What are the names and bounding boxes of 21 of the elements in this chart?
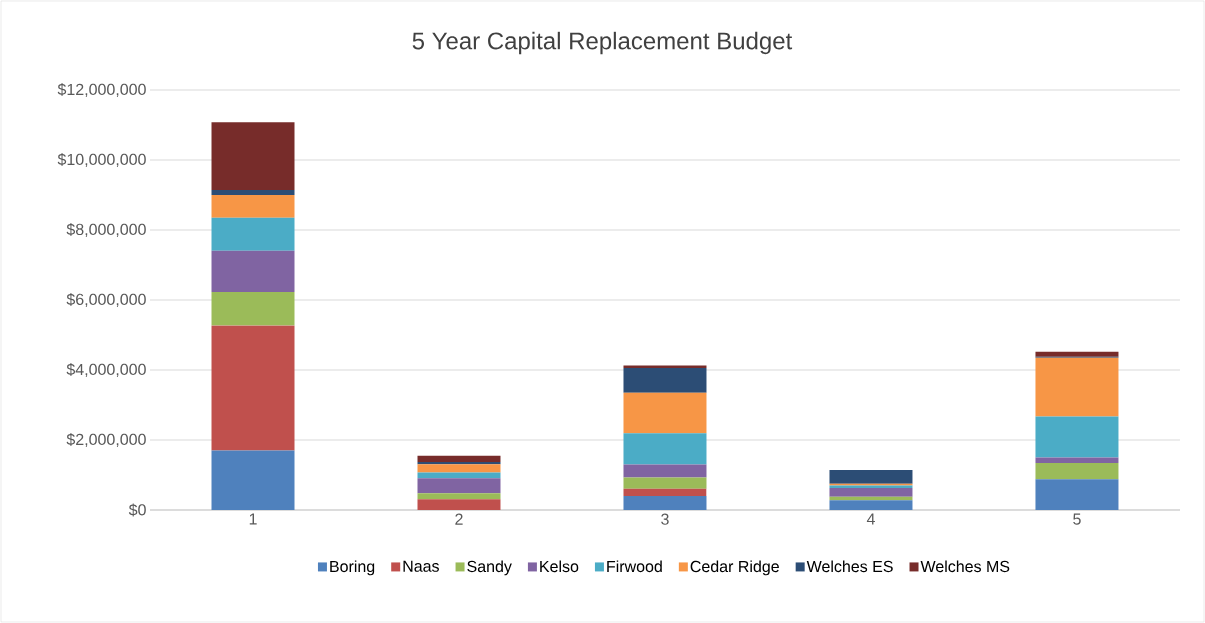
legend-label: Welches ES xyxy=(806,560,893,573)
x-tick-label: 3 xyxy=(661,513,669,525)
x-tick-label: 1 xyxy=(249,513,257,525)
x-tick-label: 2 xyxy=(455,513,463,525)
y-tick-label: $0 xyxy=(128,503,146,517)
legend-label: Sandy xyxy=(467,560,512,576)
legend-label: Cedar Ridge xyxy=(690,560,779,576)
x-tick-label: 5 xyxy=(1073,513,1081,525)
legend-label: Welches MS xyxy=(920,560,1010,573)
legend-label: Kelso xyxy=(540,560,579,573)
legend-label: Boring xyxy=(330,560,375,576)
legend-label: Firwood xyxy=(607,560,662,573)
legend-label: Naas xyxy=(403,560,439,572)
y-tick-label: $4,000,000 xyxy=(66,363,146,377)
y-tick-label: $2,000,000 xyxy=(66,433,146,447)
y-tick-label: $6,000,000 xyxy=(66,293,146,307)
x-tick-label: 4 xyxy=(866,513,875,525)
y-tick-label: $10,000,000 xyxy=(57,153,146,167)
y-tick-label: $12,000,000 xyxy=(57,83,146,97)
chart-title: 5 Year Capital Replacement Budget xyxy=(412,31,793,55)
y-tick-label: $8,000,000 xyxy=(66,223,146,237)
